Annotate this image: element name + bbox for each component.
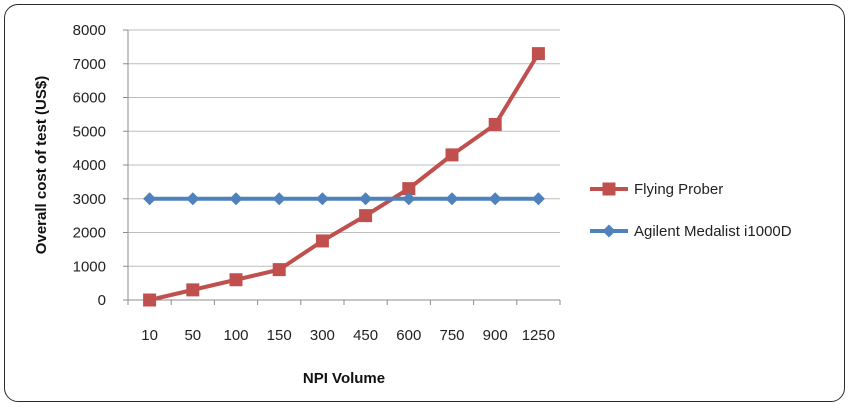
series-group bbox=[143, 47, 545, 307]
y-axis-title: Overall cost of test (US$) bbox=[33, 76, 50, 254]
y-tick-label: 6000 bbox=[73, 90, 106, 107]
legend-label: Agilent Medalist i1000D bbox=[634, 223, 792, 240]
data-point bbox=[272, 192, 286, 206]
x-tick-label: 450 bbox=[353, 327, 378, 344]
legend-marker bbox=[602, 224, 616, 238]
legend: Flying Prober Agilent Medalist i1000D bbox=[590, 181, 792, 240]
gridlines bbox=[128, 29, 560, 267]
data-point bbox=[143, 192, 157, 206]
x-tick-label: 300 bbox=[310, 327, 335, 344]
x-tick-label: 50 bbox=[184, 327, 201, 344]
x-axis-title: NPI Volume bbox=[303, 370, 385, 387]
y-tick-label: 5000 bbox=[73, 123, 106, 140]
y-tick-labels: 0 1000 2000 3000 4000 5000 6000 7000 8000 bbox=[73, 22, 106, 309]
legend-item: Flying Prober bbox=[590, 181, 723, 198]
data-point bbox=[272, 263, 286, 277]
y-tick-label: 8000 bbox=[73, 22, 106, 39]
data-point bbox=[359, 192, 373, 206]
legend-marker bbox=[602, 182, 616, 196]
data-point bbox=[229, 192, 243, 206]
series-1 bbox=[143, 192, 545, 206]
chart-frame bbox=[4, 4, 845, 402]
y-tick-label: 0 bbox=[98, 292, 106, 309]
x-tick-label: 10 bbox=[141, 327, 158, 344]
data-point bbox=[315, 192, 329, 206]
y-tick-label: 2000 bbox=[73, 225, 106, 242]
data-point bbox=[315, 234, 329, 248]
y-tick-label: 7000 bbox=[73, 56, 106, 73]
x-tick-label: 750 bbox=[439, 327, 464, 344]
series-line bbox=[149, 52, 541, 302]
x-tick-label: 600 bbox=[396, 327, 421, 344]
x-tick-label: 900 bbox=[483, 327, 508, 344]
legend-label: Flying Prober bbox=[634, 181, 723, 198]
x-tick-labels: 10 50 100 150 300 450 600 750 900 1250 bbox=[141, 327, 555, 344]
y-tick-label: 4000 bbox=[73, 157, 106, 174]
x-tick-label: 150 bbox=[267, 327, 292, 344]
data-point bbox=[531, 47, 545, 61]
axes bbox=[123, 29, 561, 305]
y-tick-label: 1000 bbox=[73, 258, 106, 275]
data-point bbox=[186, 192, 200, 206]
legend-item: Agilent Medalist i1000D bbox=[590, 223, 792, 240]
data-point bbox=[359, 209, 373, 223]
series-0 bbox=[143, 47, 545, 307]
data-point bbox=[402, 192, 416, 206]
x-tick-label: 100 bbox=[223, 327, 248, 344]
data-point bbox=[445, 192, 459, 206]
data-point bbox=[531, 192, 545, 206]
data-point bbox=[402, 182, 416, 196]
x-tick-label: 1250 bbox=[522, 327, 555, 344]
y-tick-label: 3000 bbox=[73, 191, 106, 208]
data-point bbox=[488, 192, 502, 206]
data-point bbox=[445, 148, 459, 162]
data-point bbox=[488, 118, 502, 131]
data-point bbox=[143, 293, 157, 307]
data-point bbox=[186, 283, 200, 297]
data-point bbox=[229, 273, 243, 287]
